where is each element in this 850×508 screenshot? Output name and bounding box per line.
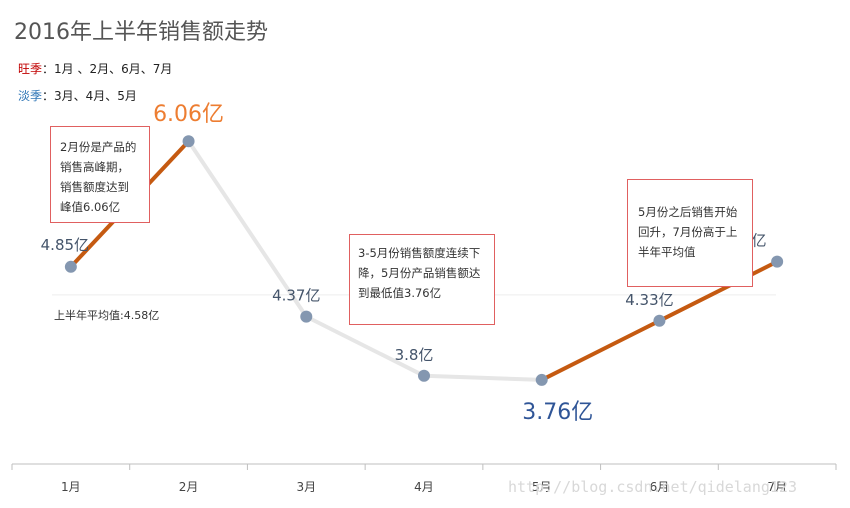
data-label-max: 6.06亿 (153, 102, 224, 127)
low-season-segment (304, 314, 426, 378)
peak-note-text: 2月份是产品的销售高峰期，销售额度达到峰值6.06亿 (60, 140, 137, 214)
data-point (64, 260, 77, 273)
peak-season-separator: ： (42, 62, 55, 76)
chart-title: 2016年上半年销售额走势 (14, 20, 268, 45)
low-season-label: 淡季 (18, 89, 43, 103)
low-season-months: 3月、4月、5月 (54, 89, 137, 103)
x-tick-label: 5月 (532, 480, 552, 494)
peak-season-months: 1月 、2月、6月、7月 (54, 62, 173, 76)
peak-season-segment (657, 259, 780, 323)
data-point (653, 314, 666, 327)
peak-season-legend: 旺季：1月 、2月、6月、7月 (18, 60, 172, 77)
data-label: 4.33亿 (625, 291, 673, 309)
data-point (535, 373, 548, 386)
low-season-segment (186, 139, 309, 319)
peak-season-label: 旺季 (18, 62, 43, 76)
peak-season-segment (539, 318, 662, 382)
average-label: 上半年平均值:4.58亿 (54, 308, 159, 322)
low-season-segment (422, 373, 544, 382)
x-tick-label: 7月 (767, 480, 787, 494)
data-label: 3.8亿 (395, 346, 434, 364)
low-note-text: 3-5月份销售额度连续下降，5月份产品销售额达到最低值3.76亿 (358, 246, 481, 300)
data-point (771, 255, 784, 268)
x-tick-label: 6月 (650, 480, 670, 494)
x-tick-label: 3月 (296, 480, 316, 494)
recover-note-text: 5月份之后销售开始回升，7月份高于上半年平均值 (638, 205, 738, 259)
data-point (300, 310, 313, 323)
low-season-legend: 淡季：3月、4月、5月 (18, 87, 137, 104)
x-tick-label: 1月 (61, 480, 81, 494)
low-season-separator: ： (42, 89, 55, 103)
data-label: 4.85亿 (41, 236, 89, 254)
low-note-box: 3-5月份销售额度连续下降，5月份产品销售额达到最低值3.76亿 (349, 234, 495, 325)
x-tick-label: 4月 (414, 480, 434, 494)
data-label: 4.37亿 (272, 287, 320, 305)
watermark: http://blog.csdn.net/qidelang123 (508, 478, 797, 496)
recover-note-box: 5月份之后销售开始回升，7月份高于上半年平均值 (627, 179, 753, 287)
peak-note-box: 2月份是产品的销售高峰期，销售额度达到峰值6.06亿 (50, 126, 150, 223)
data-point (418, 369, 430, 382)
x-tick-label: 2月 (179, 480, 199, 494)
data-point (182, 135, 195, 148)
data-label-min: 3.76亿 (522, 400, 593, 425)
